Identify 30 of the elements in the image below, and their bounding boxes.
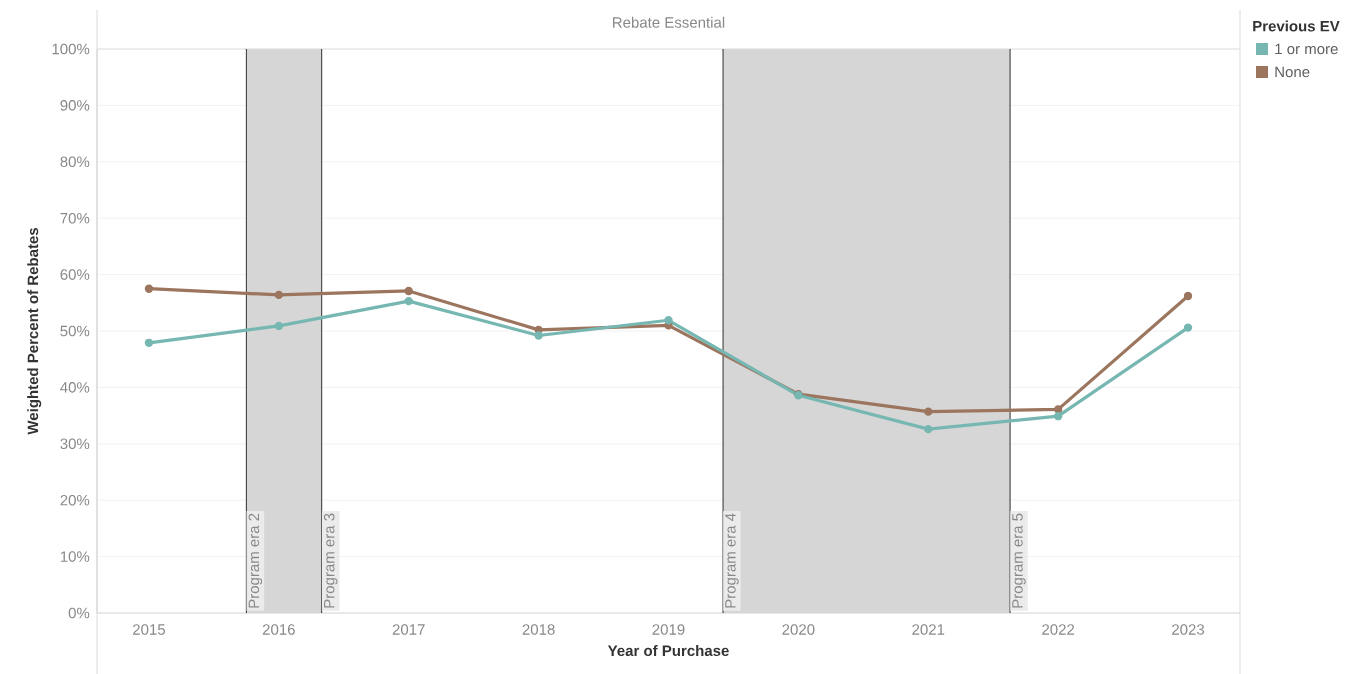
y-tick-label: 60% xyxy=(60,269,90,280)
x-tick-label: 2015 xyxy=(133,624,166,635)
y-tick-label: 80% xyxy=(60,156,90,168)
chart-title: Rebate Essential xyxy=(613,16,725,28)
x-tick-label: 2018 xyxy=(522,624,555,635)
ref-line-label: Program era 2 xyxy=(248,513,263,608)
x-tick-label: 2022 xyxy=(1042,624,1075,635)
legend-title: Previous EV xyxy=(1253,20,1340,32)
y-tick-label: 50% xyxy=(60,325,90,337)
ref-line-label: Program era 4 xyxy=(725,513,739,608)
x-tick-label: 2017 xyxy=(392,624,425,635)
ref-line-label: Program era 5 xyxy=(1012,513,1026,608)
legend-label: None xyxy=(1275,66,1310,78)
x-tick-label: 2019 xyxy=(652,624,685,635)
x-tick-label: 2016 xyxy=(262,624,295,635)
y-axis-title: Weighted Percent of Rebates xyxy=(27,227,42,435)
y-tick-label: 100% xyxy=(52,43,90,55)
y-tick-label: 90% xyxy=(60,100,90,111)
ref-line-label: Program era 3 xyxy=(323,513,338,608)
x-axis-title: Year of Purchase xyxy=(607,645,729,657)
y-tick-label: 30% xyxy=(60,438,90,450)
x-tick-label: 2023 xyxy=(1172,624,1205,635)
y-tick-label: 20% xyxy=(60,494,90,506)
legend-label: 1 or more xyxy=(1275,43,1338,55)
x-tick-label: 2020 xyxy=(782,624,815,635)
x-tick-label: 2021 xyxy=(912,624,945,635)
y-tick-label: 40% xyxy=(60,382,90,393)
y-tick-label: 10% xyxy=(60,551,90,562)
y-tick-label: 0% xyxy=(68,607,90,619)
y-tick-label: 70% xyxy=(60,212,90,224)
